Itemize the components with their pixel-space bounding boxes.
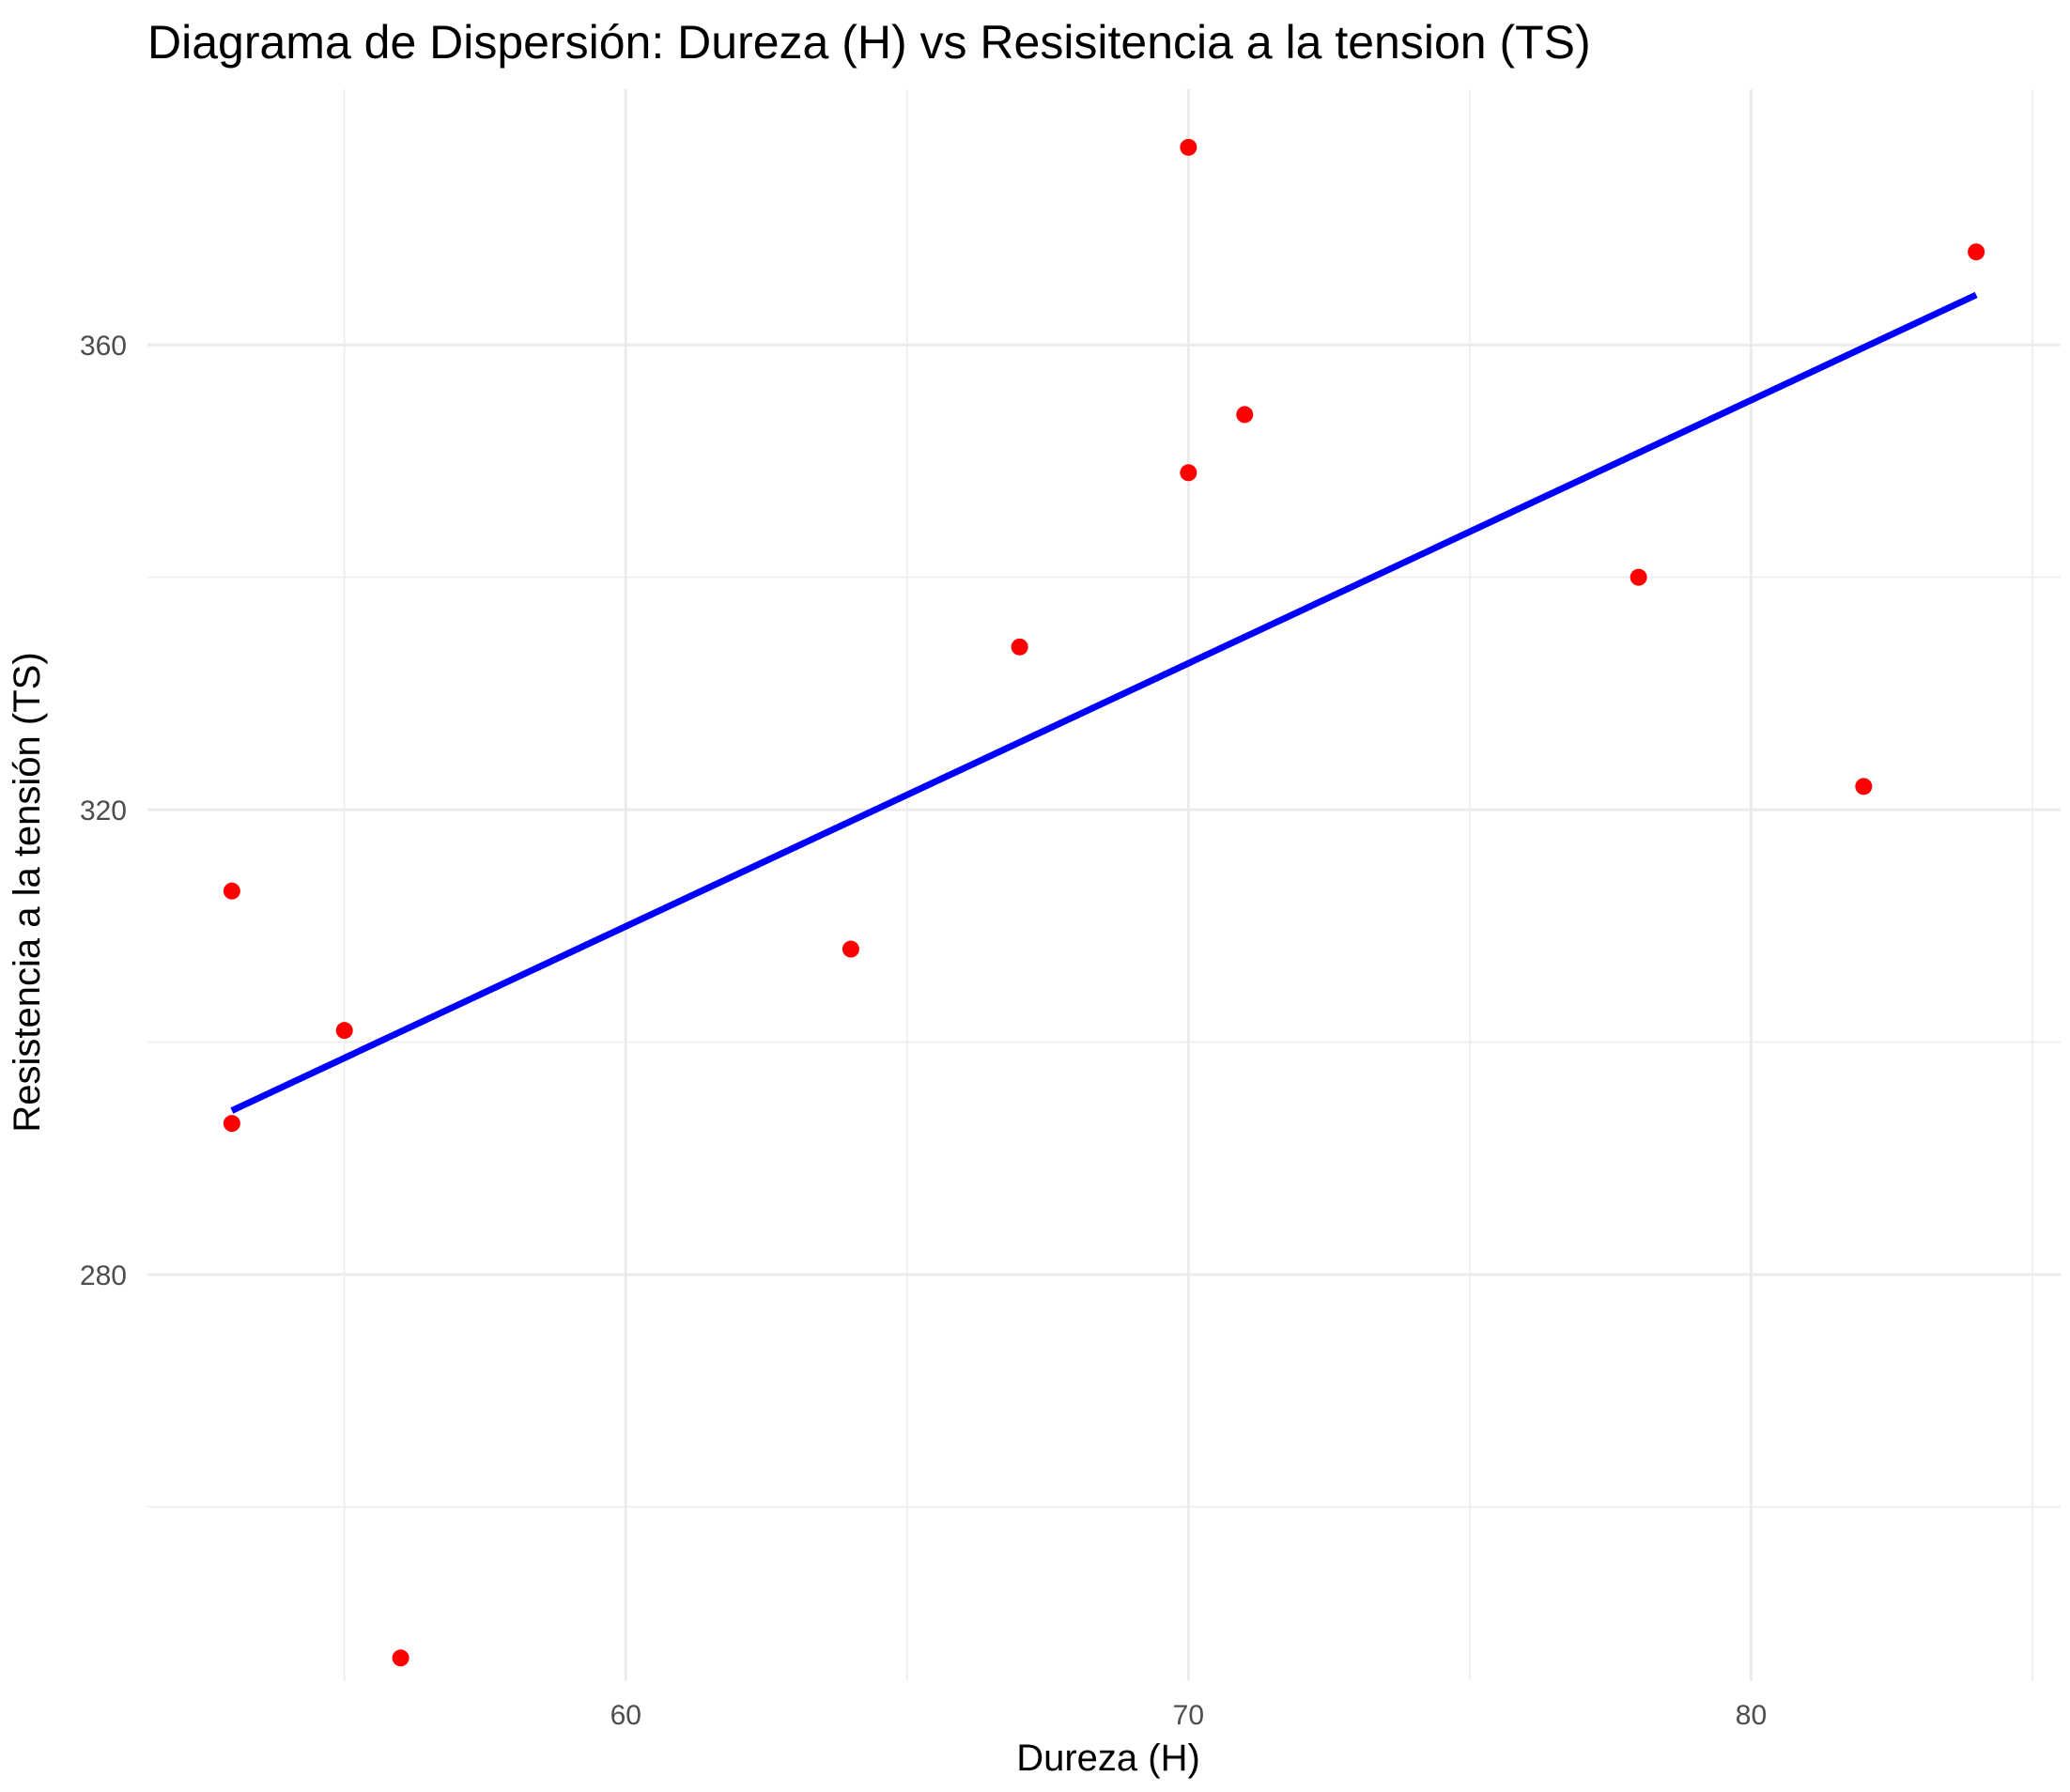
y-tick-label: 280	[80, 1260, 127, 1291]
data-point	[1180, 138, 1197, 156]
y-axis-title: Resistencia a la tensión (TS)	[7, 652, 48, 1132]
data-point	[1236, 406, 1254, 424]
regression-line	[230, 291, 1978, 1114]
data-point	[223, 882, 240, 900]
data-point	[1180, 464, 1197, 482]
y-tick-label: 320	[80, 796, 127, 826]
y-tick-label: 360	[80, 331, 127, 362]
data-point	[335, 1022, 353, 1040]
grid	[147, 89, 2061, 1681]
x-tick-label: 70	[1173, 1700, 1204, 1731]
data-point	[1968, 243, 1985, 261]
regression-line-group	[230, 291, 1978, 1114]
x-tick-label: 60	[610, 1700, 641, 1731]
data-point	[842, 940, 859, 958]
data-point	[1855, 778, 1873, 796]
x-axis-title: Dureza (H)	[1016, 1738, 1200, 1779]
points-group	[223, 138, 1985, 1667]
x-tick-labels: 60 70 80	[610, 1700, 1768, 1731]
y-tick-labels: 280 320 360	[80, 331, 127, 1291]
data-point	[392, 1649, 409, 1667]
chart-title: Diagrama de Dispersión: Dureza (H) vs Re…	[147, 16, 1591, 69]
x-tick-label: 80	[1736, 1700, 1767, 1731]
data-point	[1630, 568, 1647, 586]
data-point	[1011, 638, 1028, 656]
data-point	[223, 1115, 240, 1133]
